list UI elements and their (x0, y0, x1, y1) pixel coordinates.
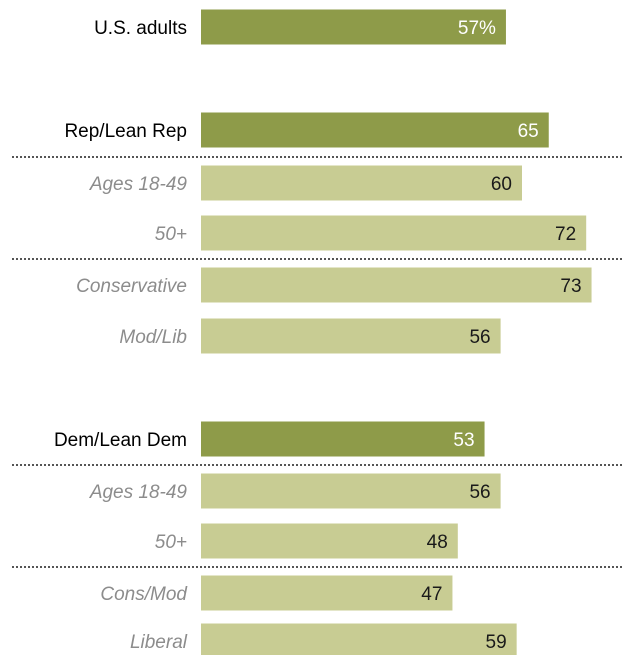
bar (201, 473, 501, 509)
category-label: 50+ (155, 224, 187, 245)
bar (201, 267, 592, 303)
value-label: 47 (421, 584, 442, 605)
value-label: 57% (458, 18, 496, 39)
value-label: 60 (491, 174, 512, 195)
value-label: 53 (453, 430, 474, 451)
category-label: 50+ (155, 532, 187, 553)
bar (201, 215, 587, 251)
category-label: Dem/Lean Dem (54, 430, 187, 451)
value-label: 73 (560, 276, 581, 297)
category-label: Rep/Lean Rep (64, 121, 187, 142)
value-label: 65 (518, 121, 539, 142)
bar (201, 421, 485, 457)
category-label: Ages 18-49 (89, 482, 188, 503)
bar (201, 318, 501, 354)
value-label: 59 (486, 632, 507, 653)
bar (201, 575, 453, 611)
value-label: 56 (469, 327, 490, 348)
value-label: 56 (469, 482, 490, 503)
category-label: Ages 18-49 (89, 174, 188, 195)
value-label: 48 (427, 532, 448, 553)
category-label: U.S. adults (94, 18, 187, 39)
category-label: Cons/Mod (100, 584, 188, 605)
bar (201, 623, 517, 655)
bar (201, 165, 522, 201)
bar (201, 112, 549, 148)
bar (201, 9, 506, 45)
category-label: Conservative (76, 276, 187, 297)
value-label: 72 (555, 224, 576, 245)
category-label: Liberal (130, 632, 188, 653)
category-label: Mod/Lib (119, 327, 187, 348)
bar (201, 523, 458, 559)
